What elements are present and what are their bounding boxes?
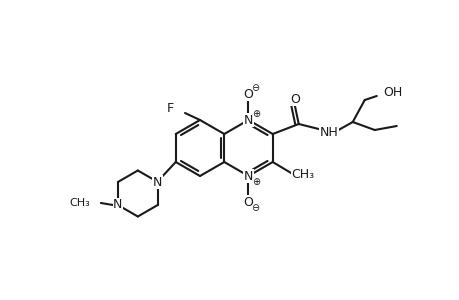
Text: ⊖: ⊖ [251,203,259,213]
Text: CH₃: CH₃ [69,198,90,208]
Text: NH: NH [319,125,337,139]
Text: N: N [113,199,123,212]
Text: CH₃: CH₃ [291,167,313,181]
Text: O: O [289,92,299,106]
Text: N: N [243,169,252,182]
Text: N: N [243,113,252,127]
Text: OH: OH [382,85,402,98]
Text: O: O [243,88,253,100]
Text: ⊕: ⊕ [252,109,260,119]
Text: N: N [153,176,162,188]
Text: O: O [243,196,253,208]
Text: ⊖: ⊖ [251,83,259,93]
Text: ⊕: ⊕ [252,177,260,187]
Text: F: F [167,101,174,115]
